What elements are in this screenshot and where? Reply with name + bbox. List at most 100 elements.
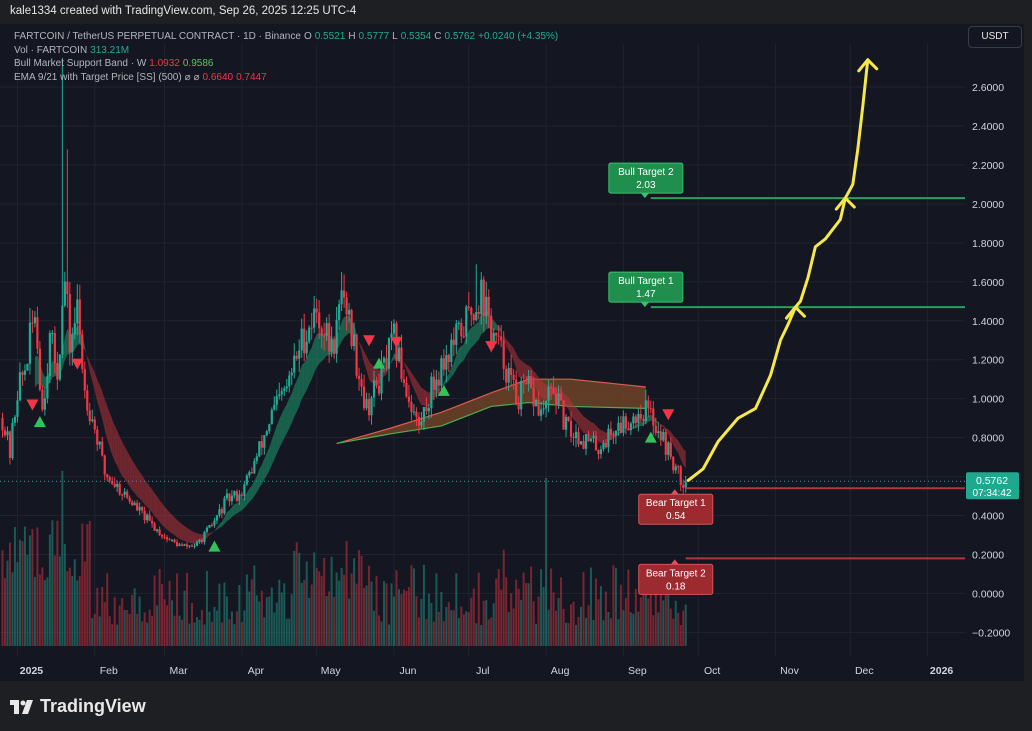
volume-bar	[447, 602, 450, 646]
volume-bar	[220, 622, 223, 646]
ema-ribbon-segment	[324, 331, 327, 359]
candle-body	[517, 403, 520, 410]
price-chart[interactable]: Bull Target 2 2.03 Bull Target 1 1.47 Bear T…	[0, 24, 1024, 681]
volume-bar	[617, 619, 620, 646]
candle-body	[328, 323, 331, 352]
x-tick-label: 2025	[20, 665, 44, 677]
volume-bar	[186, 572, 189, 646]
volume-row[interactable]: Vol · FARTCOIN 313.21M	[14, 44, 558, 58]
candle-body	[367, 399, 371, 416]
volume-bar	[500, 589, 503, 646]
ema-ribbon-segment	[453, 354, 457, 375]
bull-band-row[interactable]: Bull Market Support Band · W 1.0932 0.95…	[14, 57, 558, 71]
candle-body	[3, 430, 7, 436]
currency-selector[interactable]: USDT	[968, 26, 1022, 48]
ema-ribbon-segment	[206, 532, 210, 538]
candle-body	[73, 323, 76, 335]
volume-bar	[338, 580, 341, 646]
volume-bar	[614, 568, 617, 646]
candle-body	[215, 515, 219, 521]
ema-row[interactable]: EMA 9/21 with Target Price [SS] (500) ⌀ …	[14, 71, 558, 85]
ema-ribbon-segment	[364, 351, 367, 371]
candle-body	[338, 304, 341, 320]
candle-body	[657, 431, 660, 434]
candle-body	[71, 334, 74, 353]
sell-signal-marker	[485, 341, 498, 353]
volume-bar	[527, 583, 530, 646]
ema-ribbon-segment	[117, 430, 120, 472]
ema-label: EMA 9/21 with Target Price [SS] (500)	[14, 71, 182, 83]
candle-body	[225, 493, 229, 499]
volume-bar	[303, 579, 306, 646]
ema-ribbon-segment	[675, 438, 679, 453]
volume-bar	[173, 615, 176, 646]
volume-bar	[235, 611, 238, 646]
ema-ribbon-segment	[680, 444, 684, 465]
candle-body	[6, 431, 9, 436]
sell-signal-marker	[71, 358, 84, 370]
candle-body	[258, 441, 261, 457]
candle-body	[495, 332, 498, 336]
ema-ribbon-segment	[374, 365, 377, 384]
ema-ribbon-segment	[521, 360, 524, 379]
symbol-title[interactable]: FARTCOIN / TetherUS PERPETUAL CONTRACT ·…	[14, 31, 301, 42]
candle-body	[111, 480, 114, 484]
volume-bar	[238, 584, 241, 646]
volume-bar	[383, 581, 386, 646]
volume-bar	[295, 542, 298, 646]
volume-bar	[612, 565, 615, 646]
ema-ribbon-segment	[289, 393, 292, 429]
y-tick-label: 1.0000	[972, 394, 1004, 406]
ema-ribbon-segment	[448, 367, 452, 381]
ema-ribbon-segment	[418, 384, 422, 406]
volume-bar	[480, 624, 483, 646]
volume-bar	[313, 552, 316, 646]
candle-body	[153, 523, 156, 531]
ema-ribbon-segment	[234, 503, 237, 515]
target-label-pointer	[670, 489, 679, 495]
ema-ribbon-segment	[438, 386, 442, 394]
candle-body	[637, 413, 640, 423]
volume-bar	[288, 618, 291, 646]
ohlc-low-label: L	[392, 31, 398, 42]
volume-bar	[328, 591, 331, 646]
volume-bar	[587, 605, 590, 646]
ema-ribbon-segment	[498, 326, 502, 332]
volume-bar	[293, 550, 296, 646]
volume-bar	[370, 581, 373, 646]
ema-ribbon-segment	[187, 527, 190, 543]
volume-bar	[121, 598, 124, 646]
candle-body	[11, 422, 14, 458]
volume-bar	[113, 597, 116, 646]
ema-ribbon-segment	[132, 460, 135, 493]
volume-bar	[103, 602, 106, 646]
candle-body	[664, 431, 667, 455]
candle-body	[392, 323, 396, 334]
ema-ribbon-segment	[254, 475, 257, 496]
volume-bar	[542, 586, 545, 646]
x-tick-label: May	[321, 665, 342, 677]
ema-ribbon-segment	[309, 347, 312, 385]
candle-body	[280, 391, 283, 395]
volume-bar	[168, 580, 171, 646]
volume-bar	[26, 554, 29, 646]
candle-body	[587, 434, 590, 442]
ohlc-open-label: O	[303, 31, 312, 42]
candle-body	[318, 312, 321, 329]
volume-bar	[258, 601, 261, 646]
candle-body	[482, 279, 485, 317]
candle-body	[245, 475, 248, 485]
volume-bar	[161, 583, 164, 646]
candle-body	[347, 309, 351, 315]
ema-ribbon-segment	[446, 374, 449, 383]
candle-body	[442, 358, 445, 370]
volume-bar	[101, 586, 104, 646]
candle-body	[26, 363, 29, 371]
candle-body	[223, 498, 226, 514]
candle-body	[385, 358, 388, 369]
volume-bar	[662, 600, 665, 646]
tradingview-logo[interactable]: TradingView	[10, 696, 146, 717]
ema-ribbon-segment	[104, 398, 108, 440]
volume-bar	[28, 535, 31, 646]
volume-bar	[520, 599, 523, 646]
